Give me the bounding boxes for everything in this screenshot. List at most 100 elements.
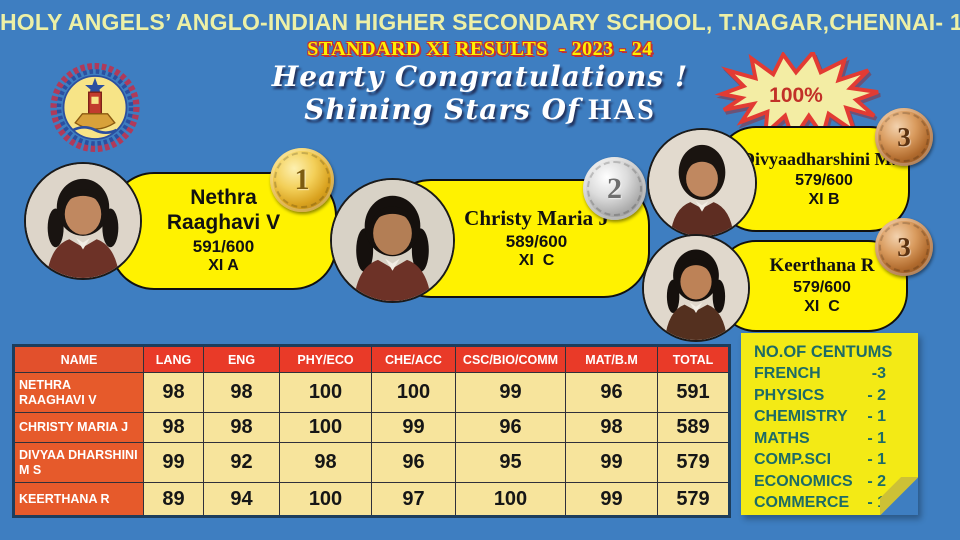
column-header-mat-bm: MAT/B.M	[565, 345, 658, 373]
topper-1-name: Nethra	[190, 185, 257, 209]
medal-rank-4: 3	[897, 231, 911, 262]
silver-medal-icon: 2	[583, 157, 646, 220]
topper-1-score: 591/600	[192, 237, 255, 257]
mark-cell: 96	[565, 372, 658, 413]
topper-2-name: Christy Maria J	[464, 205, 609, 230]
column-header-total: TOTAL	[657, 345, 730, 373]
centum-subject: CHEMISTRY	[754, 408, 848, 425]
medal-rank-1: 1	[294, 163, 310, 196]
topper-3-section: XI B	[808, 190, 840, 208]
total-cell: 589	[657, 412, 730, 443]
total-cell: 579	[657, 442, 730, 483]
topper-4-score: 579/600	[793, 279, 851, 297]
starburst-shape	[714, 48, 879, 144]
topper-4-photo	[642, 234, 750, 342]
column-header-che-acc: CHE/ACC	[371, 345, 456, 373]
topper-card-2: Christy Maria J 589/600 XI C 2	[330, 155, 652, 313]
mark-cell: 98	[279, 442, 372, 483]
results-subtitle: STANDARD XI RESULTS - 2023 - 24	[307, 38, 653, 60]
mark-cell: 99	[371, 412, 456, 443]
table-row: CHRISTY MARIA J 98 98 100 99 96 98 589	[13, 412, 730, 443]
centum-subject: ECONOMICS	[754, 472, 853, 490]
centum-count: - 1	[867, 429, 886, 447]
pass-percentage-badge: 100%	[712, 48, 880, 144]
centum-subject: COMMERCE	[754, 494, 850, 511]
centum-subject: MATHS	[754, 429, 810, 447]
mark-cell: 97	[371, 482, 456, 517]
mark-cell: 99	[455, 372, 566, 413]
topper-3-name: Divyaadharshini M.S	[741, 148, 907, 169]
topper-1-section: XI A	[208, 257, 239, 275]
centum-count: -3	[871, 365, 886, 382]
mark-cell: 100	[279, 412, 372, 443]
student-name-cell: NETHRA RAAGHAVI V	[13, 372, 144, 413]
total-cell: 591	[657, 372, 730, 413]
table-row: DIVYAA DHARSHINI M S 99 92 98 96 95 99 5…	[13, 442, 730, 483]
centum-subject: FRENCH	[754, 365, 821, 382]
mark-cell: 92	[203, 442, 280, 483]
school-name: HOLY ANGELS’ ANGLO-INDIAN HIGHER SECONDA…	[0, 9, 960, 35]
centum-item: COMP.SCI - 1	[754, 449, 912, 471]
mark-cell: 89	[143, 482, 204, 517]
congrats-line2: Shining Stars Of HAS	[0, 93, 960, 127]
mark-cell: 100	[455, 482, 566, 517]
mark-cell: 96	[371, 442, 456, 483]
school-abbreviation: HAS	[588, 93, 656, 126]
topper-3-photo	[647, 128, 757, 238]
topper-1-photo	[24, 162, 142, 280]
mark-cell: 94	[203, 482, 280, 517]
student-name-cell: CHRISTY MARIA J	[13, 412, 144, 443]
topper-2-section: XI C	[518, 252, 555, 270]
mark-cell: 98	[203, 372, 280, 413]
centum-subject: PHYSICS	[754, 386, 825, 404]
centums-note: NO.OF CENTUMS FRENCH -3 PHYSICS - 2 CHEMIS…	[741, 333, 918, 515]
centums-title: NO.OF CENTUMS	[754, 343, 893, 361]
table-row: KEERTHANA R 89 94 100 97 100 99 579	[13, 482, 730, 517]
centum-item: PHYSICS - 2	[754, 385, 912, 407]
mark-cell: 98	[565, 412, 658, 443]
congrats-line1: Hearty Congratulations !	[271, 60, 689, 93]
mark-cell: 100	[371, 372, 456, 413]
table-row: NETHRA RAAGHAVI V 98 98 100 100 99 96 59…	[13, 372, 730, 413]
medal-rank-2: 2	[607, 171, 622, 205]
topper-2-photo	[330, 178, 455, 303]
centum-count: - 1	[867, 451, 886, 468]
note-folded-corner	[880, 477, 918, 515]
mark-cell: 100	[279, 482, 372, 517]
topper-3-score: 579/600	[795, 171, 853, 189]
bronze-medal-icon: 3	[875, 108, 933, 166]
congrats-script-text: Shining Stars Of	[304, 93, 581, 126]
topper-card-3: Divyaadharshini M.S 579/600 XI B 3	[645, 108, 933, 238]
column-header-name: NAME	[13, 345, 144, 373]
marks-table: NAME LANG ENG PHY/ECO CHE/ACC CSC/BIO/CO…	[12, 344, 731, 518]
centum-count: - 1	[867, 408, 886, 425]
column-header-csc-bio-comm: CSC/BIO/COMM	[455, 345, 566, 373]
mark-cell: 98	[143, 412, 204, 443]
column-header-phy-eco: PHY/ECO	[279, 345, 372, 373]
topper-card-1: Nethra Raaghavi V 591/600 XI A 1	[22, 148, 337, 298]
topper-card-4: Keerthana R 579/600 XI C 3	[642, 218, 933, 342]
student-name-cell: DIVYAA DHARSHINI M S	[13, 442, 144, 483]
pass-percentage-text: 100%	[769, 84, 823, 107]
mark-cell: 98	[203, 412, 280, 443]
mark-cell: 98	[143, 372, 204, 413]
table-header-row: NAME LANG ENG PHY/ECO CHE/ACC CSC/BIO/CO…	[13, 345, 730, 373]
topper-4-name: Keerthana R	[769, 254, 875, 276]
mark-cell: 96	[455, 412, 566, 443]
mark-cell: 95	[455, 442, 566, 483]
gold-medal-icon: 1	[270, 148, 334, 212]
centum-subject: COMP.SCI	[754, 451, 832, 468]
school-logo-icon	[50, 58, 140, 160]
bronze-medal-icon: 3	[875, 218, 933, 276]
column-header-lang: LANG	[143, 345, 204, 373]
medal-rank-3: 3	[897, 121, 911, 152]
mark-cell: 100	[279, 372, 372, 413]
centum-item: FRENCH -3	[754, 363, 912, 385]
mark-cell: 99	[565, 482, 658, 517]
student-name-cell: KEERTHANA R	[13, 482, 144, 517]
marks-table-container: NAME LANG ENG PHY/ECO CHE/ACC CSC/BIO/CO…	[12, 344, 731, 518]
total-cell: 579	[657, 482, 730, 517]
topper-2-score: 589/600	[505, 232, 568, 252]
mark-cell: 99	[565, 442, 658, 483]
